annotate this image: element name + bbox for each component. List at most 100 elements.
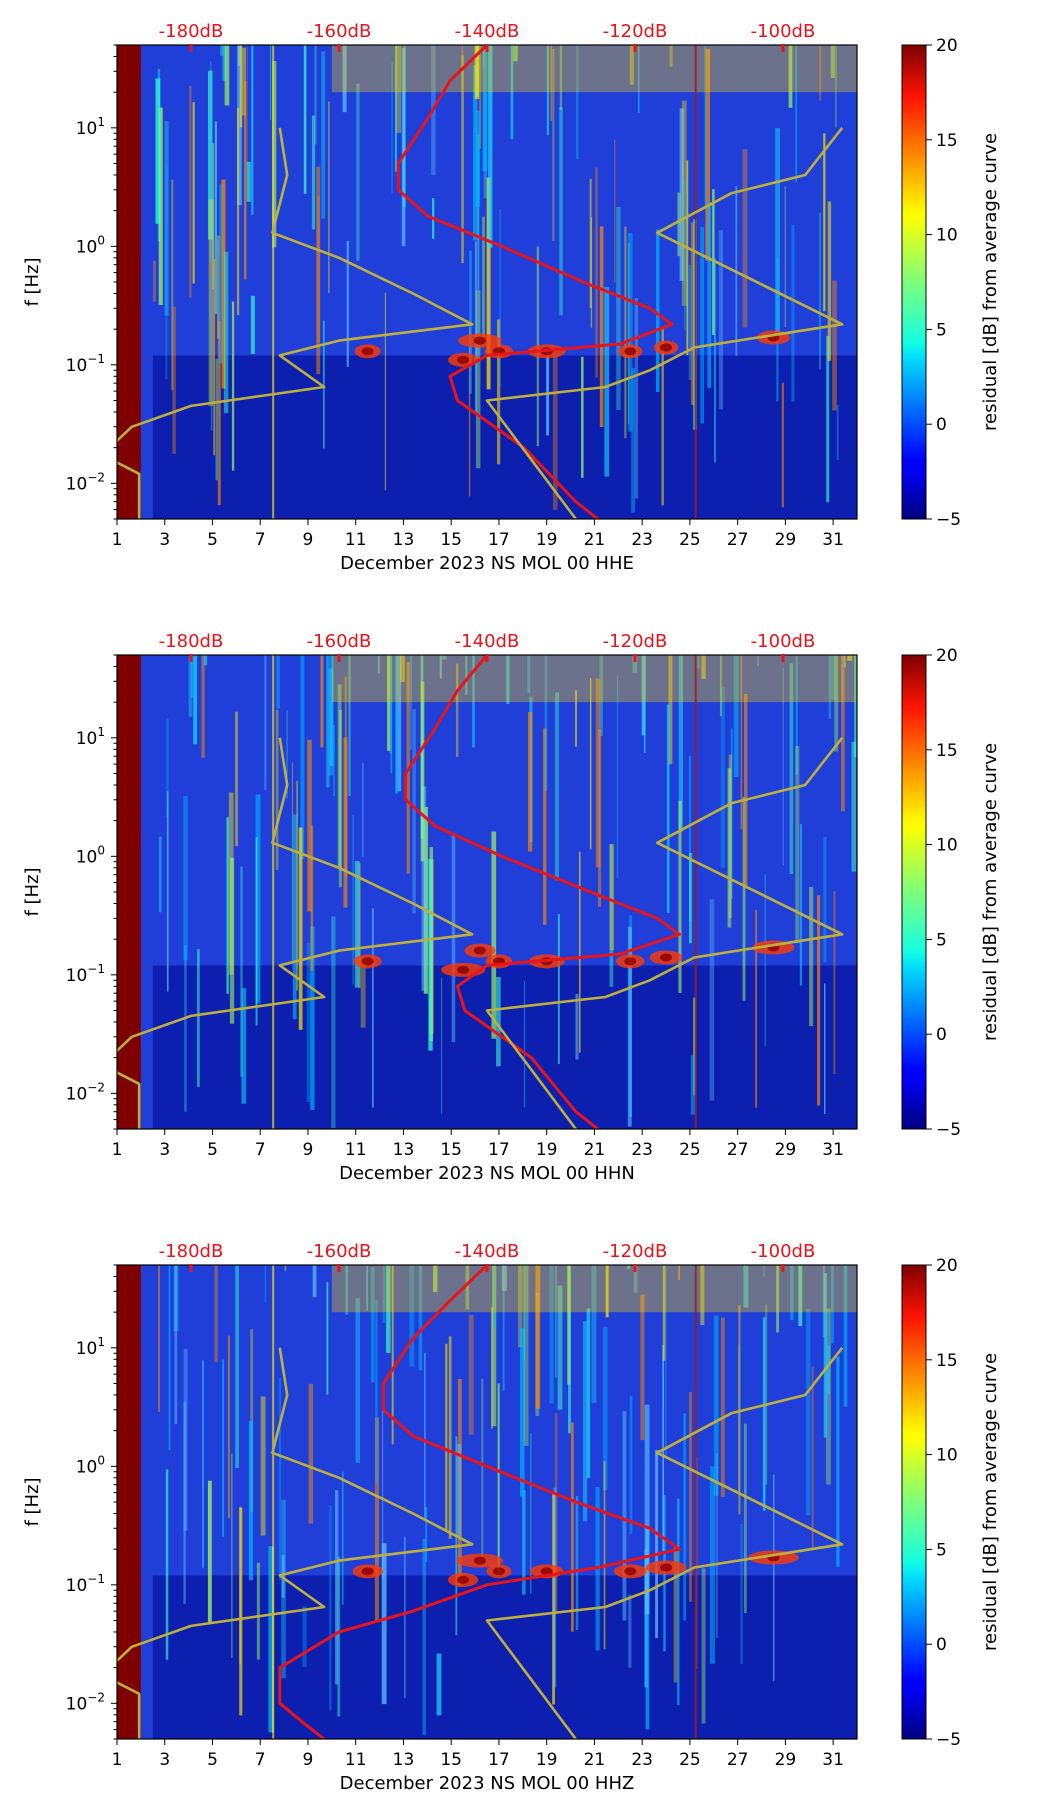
spectrogram-streak [493,1265,497,1329]
spectrogram-streak [192,102,195,284]
spectrogram-streak [502,1265,505,1392]
spectrogram-streak [557,1285,563,1410]
spectrogram-streak [391,62,393,194]
spectrogram-streak [798,1265,803,1327]
spectrogram-streak [824,983,826,1115]
spectrogram-streak [382,1265,386,1324]
colorbar-label: residual [dB] from average curve [980,1353,1001,1651]
x-axis-label: December 2023 NS MOL 00 HHN [339,1163,635,1184]
spectrogram-streak [575,690,578,747]
y-tick-label: 10−1 [66,1572,105,1596]
spectrogram-streak [375,1300,378,1484]
spectrogram-streak [270,45,272,121]
spectrogram-streak [217,320,221,506]
spectrogram-streak [394,45,397,172]
top-db-label: -160dB [307,631,372,652]
x-tick-label: 7 [255,530,266,550]
spectrogram-streak [348,655,351,796]
spectrogram-streak [575,1495,579,1631]
spectrogram-streak [279,1378,281,1581]
spectrogram-streak [387,655,391,751]
x-tick-label: 5 [207,530,218,550]
spectrogram-streak [772,1474,775,1682]
spectrogram-streak [255,794,261,1004]
spectrogram-streak [720,686,725,868]
spectrogram-streak [743,1423,747,1614]
spectrogram-streak [701,655,706,680]
y-tick-label: 100 [76,233,105,257]
spectrogram-streak [491,831,497,1039]
spectrogram-streak [827,1345,830,1395]
x-tick-label: 29 [775,1140,797,1160]
spectrogram-streak [825,1308,831,1485]
spectrogram-streak [624,226,627,439]
spectrogram-gap [117,655,141,1129]
spectrogram-streak [575,45,579,160]
top-db-tick [781,654,785,662]
x-tick-label: 27 [727,530,749,550]
spectrogram-streak [188,655,193,717]
spectrogram-streak [645,1526,650,1730]
spectrogram-streak [155,78,161,224]
spectrogram-streak [626,1265,631,1270]
spectrogram-streak [841,655,845,812]
spectrogram-streak [763,1265,765,1277]
spectrogram-streak [546,45,550,136]
spectrogram-lowfreq-band [152,355,857,519]
spectrogram-streak [598,729,602,907]
colorbar-tick-label: −5 [936,1730,961,1750]
spectrogram-streak [666,704,670,913]
x-tick-label: 19 [536,530,558,550]
spectrogram-streak [492,1265,497,1427]
colorbar [901,1264,927,1740]
spectrogram-streak [713,1315,719,1496]
spectrogram-streak [589,178,592,309]
colorbar-tick-label: 20 [936,36,958,56]
spectrogram-streak [809,886,814,1027]
spectrogram-streak [765,1304,768,1485]
spectrogram-streak [475,110,481,207]
spectrogram-streak [835,45,837,128]
spectrogram-streak [320,655,324,748]
x-tick-label: 17 [488,530,510,550]
spectrogram-streak [475,45,479,97]
spectrogram-streak [627,926,632,1127]
spectrogram-streak [847,655,853,661]
spectrogram-streak [678,800,682,993]
x-tick-label: 3 [159,1140,170,1160]
spectrogram-streak [329,1505,332,1711]
spectrogram-streak [486,177,491,390]
spectrogram-streak [782,667,784,866]
spectrogram-streak [632,655,638,673]
noise-model-curve [485,126,844,519]
spectrogram-streak [631,367,635,513]
spectrogram-streak [567,1265,571,1385]
spectrogram-streak [633,1265,638,1293]
spectrogram-streak [602,1326,608,1491]
x-tick-label: 31 [822,530,844,550]
spectrogram-streak [851,741,857,872]
spectrogram-streak [331,916,336,1128]
spectrogram-hotspot-core [660,343,673,352]
x-tick-label: 3 [159,530,170,550]
spectrogram-streak [312,1265,317,1298]
spectrogram-streak [235,1265,239,1469]
colorbar-tick-label: 15 [936,131,958,151]
spectrogram-streak [222,1359,225,1537]
top-db-tick [189,1264,193,1272]
spectrogram-streak [425,1506,428,1563]
spectrogram-streak [683,1413,687,1621]
spectrogram-streak [213,259,216,456]
spectrogram-streak [616,675,619,879]
spectrogram-line [272,45,275,519]
spectrogram-streak [284,1265,287,1271]
spectrogram-line [694,1265,697,1739]
spectrogram-streak [256,1562,260,1660]
spectrogram-streak [335,1490,339,1685]
average-psd-curve [396,45,674,519]
spectrogram-streak [550,45,553,121]
spectrogram-streak [709,899,715,1101]
spectrogram-streak [432,1265,438,1293]
spectrogram-streak [337,684,342,868]
